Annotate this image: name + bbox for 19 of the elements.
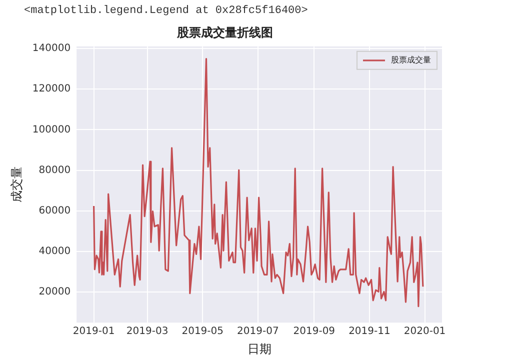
y-tick-label: 40000: [38, 246, 71, 258]
y-tick-label: 80000: [38, 164, 71, 176]
y-tick-label: 140000: [32, 43, 71, 54]
y-axis-title: 成交量: [9, 166, 24, 202]
legend-label: 股票成交量: [391, 55, 431, 64]
y-tick-label: 100000: [32, 124, 71, 136]
x-tick-label: 2019-01: [72, 326, 115, 338]
chart-title: 股票成交量折线图: [176, 25, 273, 40]
y-tick-label: 20000: [38, 286, 71, 298]
x-tick-label: 2019-03: [126, 326, 168, 338]
text: <matplotlib.legend.Legend at 0x28fc5f16400>: [24, 5, 308, 17]
x-tick-label: 2019-05: [182, 326, 224, 338]
y-tick-label: 120000: [32, 84, 71, 95]
x-tick-label: 2019-11: [348, 326, 390, 338]
x-axis-title: 日期: [247, 342, 272, 356]
x-tick-label: 2019-09: [293, 326, 336, 338]
x-tick-label: 2019-07: [237, 326, 279, 338]
x-tick-label: 2020-01: [404, 326, 446, 338]
y-tick-label: 60000: [38, 205, 71, 216]
